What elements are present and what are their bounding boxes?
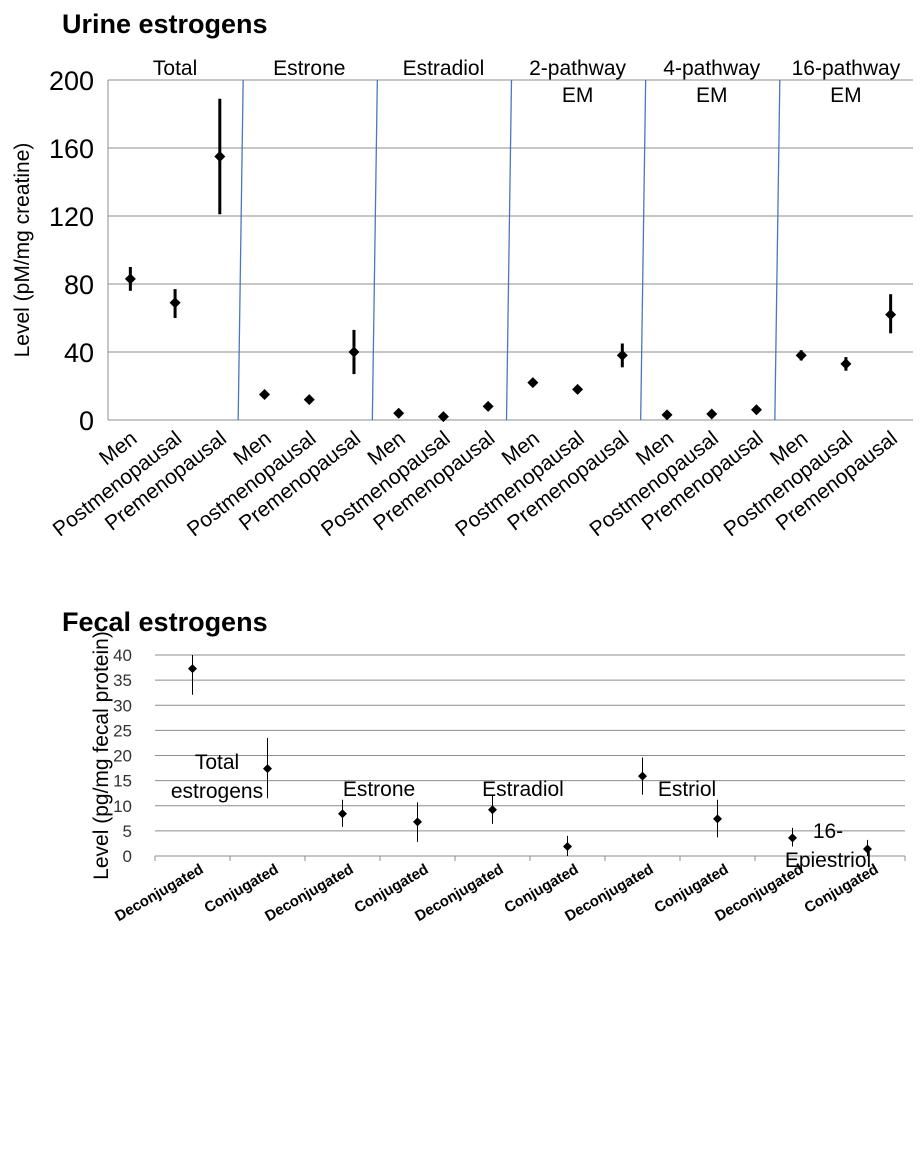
- data-point: [188, 664, 197, 674]
- group-label: 16-pathway: [792, 57, 901, 80]
- data-point: [169, 297, 181, 309]
- group-label: Total: [153, 57, 197, 80]
- data-point: [572, 383, 584, 395]
- group-label: Estradiol: [403, 57, 485, 80]
- group-annotation: Estriol: [658, 778, 716, 801]
- group-separator: [505, 79, 513, 421]
- data-point: [563, 841, 572, 851]
- y-tick-label: 10: [113, 797, 132, 816]
- y-axis-label: Level (pM/mg creatine): [11, 143, 34, 358]
- y-tick-label: 0: [123, 847, 132, 866]
- urine-chart: Urine estrogens 0 40 80 120 160 200 Level (pM/…: [11, 9, 913, 541]
- data-point: [348, 346, 360, 358]
- y-tick-label: 200: [49, 66, 94, 96]
- y-tick-label: 160: [49, 134, 94, 164]
- y-tick-label: 25: [113, 721, 132, 740]
- y-tick-label: 30: [113, 696, 132, 715]
- data-point: [527, 377, 539, 389]
- group-separator: [774, 79, 781, 421]
- y-tick-label: 20: [113, 747, 132, 766]
- data-point: [303, 394, 315, 406]
- data-point: [437, 411, 449, 423]
- y-tick-label: 120: [49, 202, 94, 232]
- group-separator: [640, 79, 647, 421]
- data-point: [214, 151, 226, 162]
- group-annotation: 16-: [813, 820, 843, 843]
- group-annotation: Estradiol: [482, 778, 564, 801]
- data-point: [885, 309, 897, 321]
- data-point: [788, 833, 797, 843]
- group-label: EM: [830, 84, 862, 107]
- y-tick-label: 15: [113, 772, 132, 791]
- data-point: [393, 407, 405, 419]
- group-label: 4-pathway: [663, 57, 760, 80]
- y-tick-label: 80: [64, 270, 94, 300]
- data-point: [488, 805, 497, 815]
- data-point: [713, 814, 722, 824]
- group-label: EM: [562, 84, 594, 107]
- data-point: [661, 409, 673, 421]
- group-annotation: estrogens: [171, 780, 263, 803]
- group-label: EM: [696, 84, 728, 107]
- x-tick-label: Deconjugated: [112, 861, 206, 925]
- data-point: [863, 844, 872, 854]
- data-point: [638, 771, 647, 781]
- data-point: [124, 273, 136, 285]
- group-annotation: Epiestriol: [785, 849, 871, 872]
- group-annotation: Total: [195, 751, 239, 774]
- data-point: [706, 408, 718, 420]
- urine-chart-title: Urine estrogens: [62, 9, 268, 39]
- y-axis-label: Level (pg/mg fecal protein): [90, 631, 113, 880]
- data-point: [338, 809, 347, 819]
- group-label: Estrone: [273, 57, 345, 80]
- data-point: [263, 764, 272, 774]
- y-tick-label: 40: [113, 646, 132, 665]
- data-point: [840, 358, 852, 370]
- group-label: 2-pathway: [529, 57, 626, 80]
- y-tick-label: 0: [79, 406, 94, 436]
- group-separator: [237, 79, 244, 421]
- group-separator: [371, 79, 378, 421]
- fecal-chart-title: Fecal estrogens: [62, 607, 268, 637]
- data-point: [616, 349, 628, 361]
- data-point: [259, 389, 271, 400]
- group-annotation: Estrone: [343, 778, 415, 801]
- data-point: [750, 404, 762, 416]
- data-point: [482, 400, 494, 412]
- data-point: [413, 817, 422, 827]
- data-point: [795, 349, 807, 361]
- y-tick-label: 35: [113, 671, 132, 690]
- y-tick-label: 40: [64, 338, 94, 368]
- y-tick-label: 5: [123, 822, 132, 841]
